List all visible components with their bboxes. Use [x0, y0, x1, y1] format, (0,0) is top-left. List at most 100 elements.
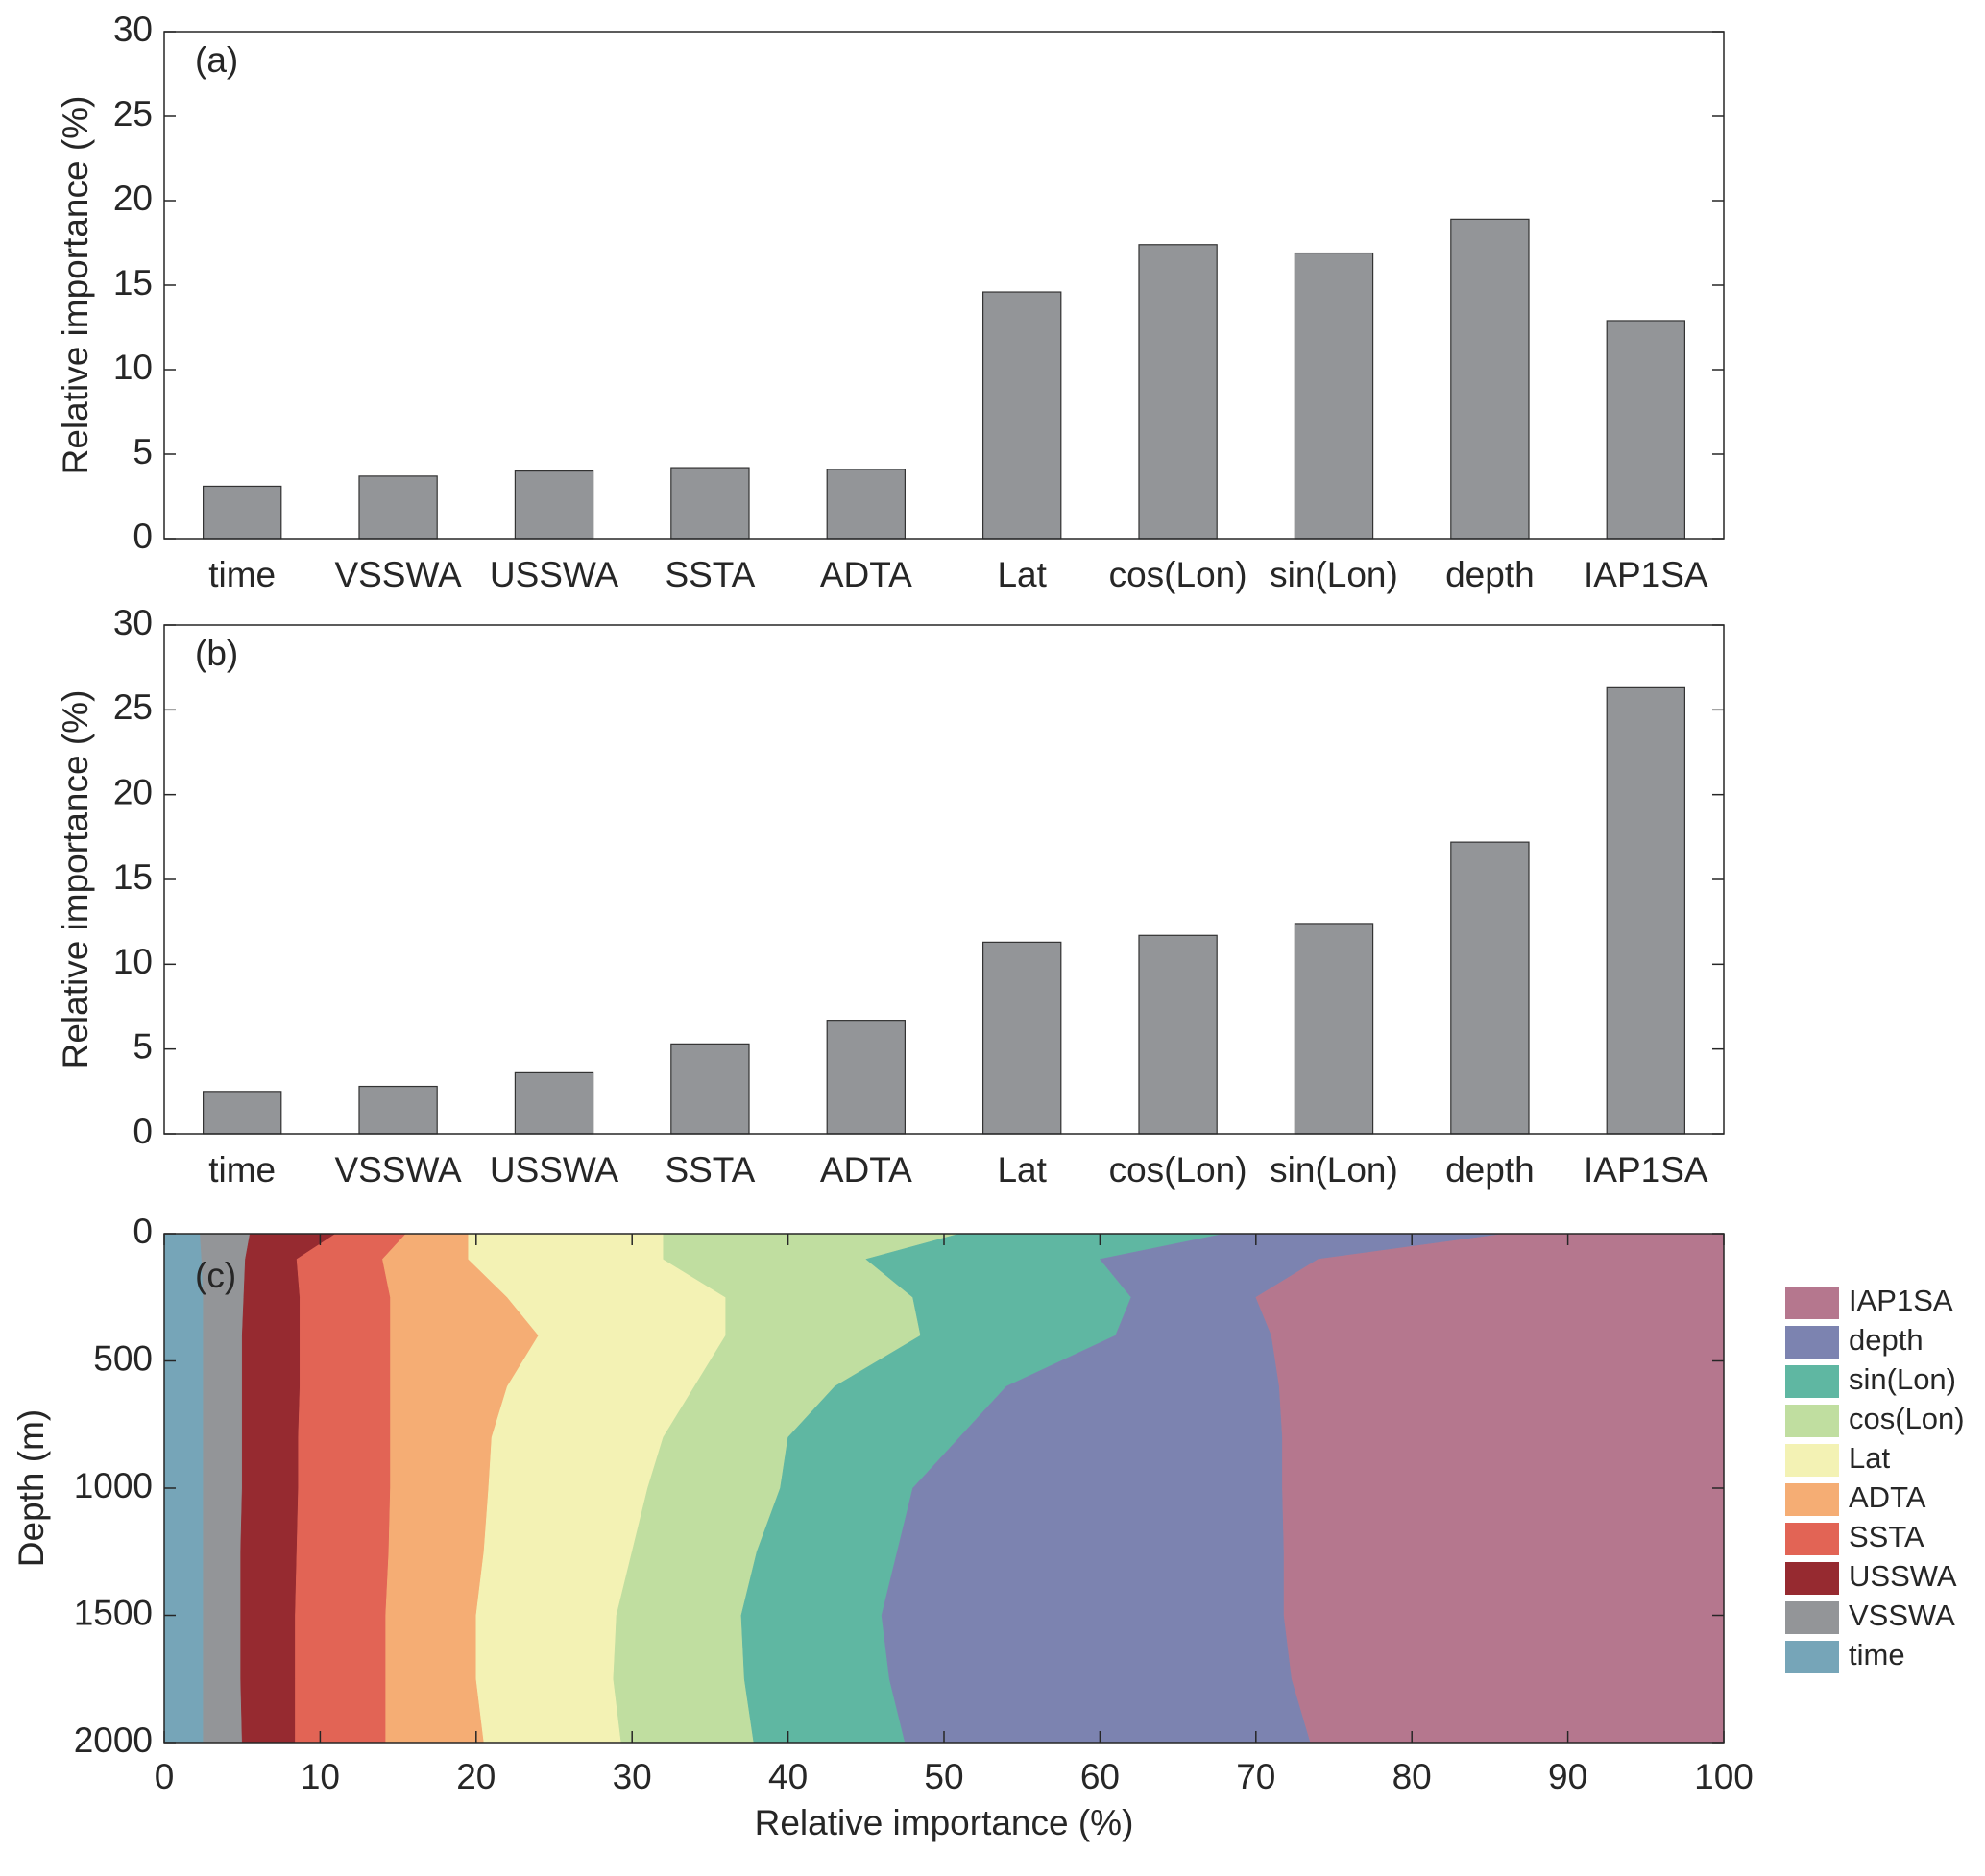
x-tick-label: SSTA [665, 1150, 755, 1190]
x-tick-label: USSWA [490, 555, 619, 594]
y-axis-label: Relative importance (%) [56, 690, 95, 1070]
y-tick-label: 30 [113, 10, 153, 49]
x-tick-label: 100 [1694, 1757, 1754, 1796]
axes-frame [163, 1233, 1725, 1744]
x-tick-label: ADTA [820, 555, 912, 594]
y-tick-label: 15 [113, 263, 153, 302]
bar [514, 1071, 594, 1135]
bar [1294, 923, 1374, 1135]
x-tick-label: time [208, 1150, 276, 1190]
bar [203, 1091, 282, 1135]
y-tick-label: 25 [113, 94, 153, 133]
y-axis-label: Depth (m) [12, 1409, 51, 1567]
axes-frame [163, 31, 1725, 540]
y-tick-label: 0 [133, 1112, 153, 1151]
bar [1138, 934, 1218, 1135]
panel-label: (a) [195, 40, 238, 80]
y-tick-label: 5 [133, 432, 153, 471]
x-tick-label: 80 [1392, 1757, 1432, 1796]
bar [1606, 686, 1685, 1135]
axes-frame [163, 624, 1725, 1135]
y-tick-label: 10 [113, 942, 153, 981]
legend-label: time [1849, 1638, 1905, 1672]
legend-label: VSSWA [1849, 1599, 1955, 1632]
x-tick-label: IAP1SA [1584, 555, 1708, 594]
x-tick-label: IAP1SA [1584, 1150, 1708, 1190]
bar [981, 291, 1062, 540]
y-tick-label: 30 [113, 603, 153, 642]
legend-label: Lat [1849, 1441, 1890, 1475]
legend-swatch [1785, 1287, 1839, 1319]
x-tick-label: SSTA [665, 555, 755, 594]
legend-swatch [1785, 1601, 1839, 1634]
x-tick-label: 0 [155, 1757, 175, 1796]
y-tick-label: 2000 [74, 1720, 153, 1760]
legend-label: IAP1SA [1849, 1284, 1953, 1317]
x-tick-label: 50 [924, 1757, 963, 1796]
legend-label: SSTA [1849, 1520, 1924, 1553]
y-tick-label: 25 [113, 687, 153, 727]
legend-swatch [1785, 1483, 1839, 1516]
x-tick-label: depth [1445, 555, 1535, 594]
x-tick-label: USSWA [490, 1150, 619, 1190]
legend-label: cos(Lon) [1849, 1402, 1965, 1435]
panel-label: (b) [195, 634, 238, 673]
bar [1138, 244, 1218, 540]
x-tick-label: VSSWA [334, 555, 462, 594]
x-tick-label: 40 [768, 1757, 808, 1796]
y-tick-label: 500 [93, 1338, 153, 1378]
legend-label: depth [1849, 1323, 1924, 1357]
y-tick-label: 0 [133, 1212, 153, 1251]
x-tick-label: depth [1445, 1150, 1535, 1190]
bar [670, 1043, 750, 1135]
bar [358, 475, 438, 540]
y-tick-label: 5 [133, 1026, 153, 1066]
x-tick-label: 20 [456, 1757, 496, 1796]
legend-swatch [1785, 1444, 1839, 1477]
area [1255, 1233, 1725, 1744]
bar [1450, 218, 1530, 540]
x-tick-label: 60 [1080, 1757, 1120, 1796]
legend-swatch [1785, 1641, 1839, 1673]
y-tick-label: 15 [113, 857, 153, 897]
y-tick-label: 0 [133, 517, 153, 556]
bar [981, 941, 1062, 1135]
bar [1294, 252, 1374, 540]
legend-swatch [1785, 1562, 1839, 1595]
bar [514, 470, 594, 540]
y-tick-label: 10 [113, 348, 153, 387]
legend-label: sin(Lon) [1849, 1362, 1956, 1396]
x-tick-label: time [208, 555, 276, 594]
y-axis-label: Relative importance (%) [56, 96, 95, 475]
x-tick-label: sin(Lon) [1270, 1150, 1398, 1190]
x-tick-label: cos(Lon) [1109, 1150, 1247, 1190]
x-tick-label: ADTA [820, 1150, 912, 1190]
panel-label: (c) [195, 1256, 236, 1295]
y-tick-label: 1500 [74, 1593, 153, 1632]
x-tick-label: 30 [613, 1757, 652, 1796]
legend-swatch [1785, 1326, 1839, 1359]
x-tick-label: 10 [301, 1757, 340, 1796]
bar [670, 467, 750, 540]
x-tick-label: Lat [997, 1150, 1047, 1190]
x-axis-label: Relative importance (%) [755, 1803, 1134, 1842]
x-tick-label: cos(Lon) [1109, 555, 1247, 594]
bar [1450, 841, 1530, 1135]
legend-swatch [1785, 1523, 1839, 1555]
x-tick-label: 90 [1548, 1757, 1587, 1796]
legend-label: USSWA [1849, 1559, 1957, 1593]
x-tick-label: 70 [1236, 1757, 1275, 1796]
bar [826, 1020, 907, 1135]
bar [1606, 320, 1685, 540]
x-tick-label: VSSWA [334, 1150, 462, 1190]
bar [358, 1085, 438, 1135]
y-tick-label: 20 [113, 179, 153, 218]
legend-swatch [1785, 1405, 1839, 1437]
y-tick-label: 20 [113, 772, 153, 811]
bar [203, 485, 282, 540]
x-tick-label: sin(Lon) [1270, 555, 1398, 594]
legend-label: ADTA [1849, 1480, 1926, 1514]
legend-swatch [1785, 1365, 1839, 1398]
